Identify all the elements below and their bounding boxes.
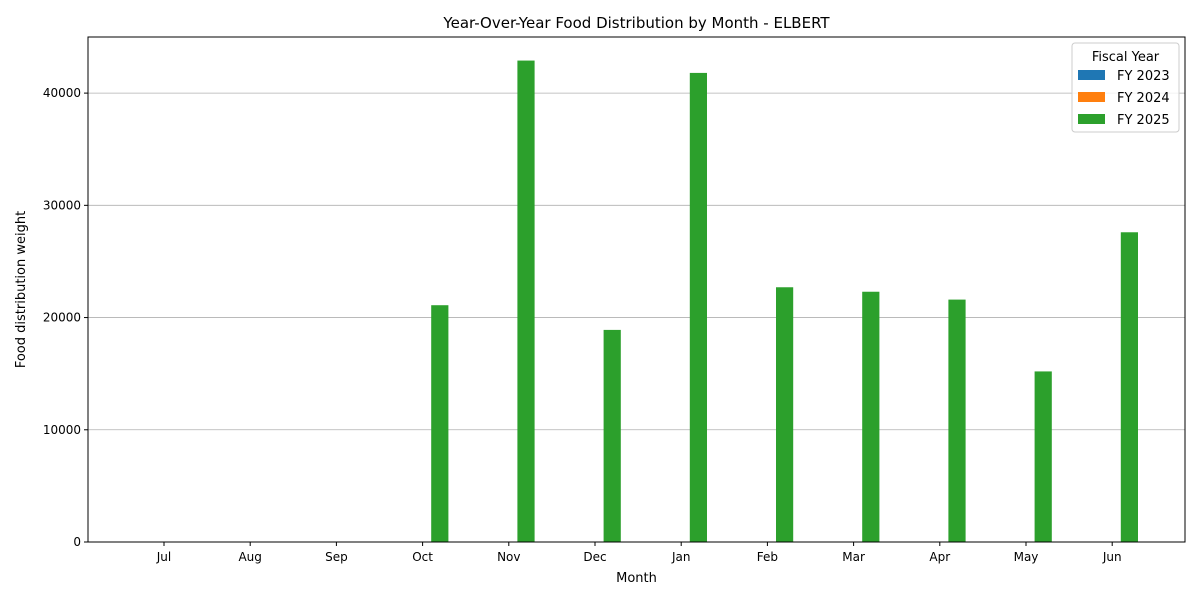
y-tick-label: 40000 [43,86,81,100]
legend-entry: FY 2024 [1117,91,1170,106]
grid-lines [88,92,1185,431]
x-tick-label: Feb [757,550,778,564]
x-tick-label: Oct [412,550,433,564]
bars [431,60,1138,543]
legend-entry: FY 2025 [1117,113,1170,128]
legend-entry: FY 2023 [1117,69,1170,84]
x-tick-label: Nov [497,550,520,564]
x-tick-label: Jun [1102,550,1122,564]
bar-fy-2025-jan [689,72,707,543]
y-tick-label: 10000 [43,423,81,437]
legend: Fiscal Year FY 2023 FY 2024 FY 2025 [1071,42,1180,133]
x-tick-label: Apr [929,550,950,564]
plot-frame [87,36,1186,543]
legend-box [1071,42,1180,133]
x-tick-label: May [1014,550,1039,564]
y-tick-label: 0 [73,535,81,549]
bar-fy-2025-feb [776,287,794,542]
y-tick-label: 20000 [43,311,81,325]
axis-ticks: 0 10000 20000 30000 40000 Jul Aug Sep Oct Nov Dec J… [43,86,1122,564]
bar-fy-2025-nov [517,60,535,543]
legend-swatch [1078,114,1105,124]
x-tick-label: Sep [325,550,348,564]
y-tick-label: 30000 [43,198,81,212]
bar-fy-2025-may [1034,371,1052,542]
legend-swatch [1078,70,1105,80]
x-tick-label: Mar [842,550,865,564]
bar-fy-2025-mar [862,291,880,542]
x-tick-label: Aug [238,550,261,564]
bar-fy-2025-oct [431,305,449,542]
bar-fy-2025-jun [1120,232,1138,542]
bar-fy-2025-dec [603,329,621,542]
x-axis-label: Month [616,571,657,586]
y-axis-label: Food distribution weight [14,211,29,368]
x-tick-label: Jan [671,550,691,564]
x-tick-label: Jul [156,550,171,564]
bar-fy-2025-apr [948,299,966,542]
legend-title: Fiscal Year [1092,50,1160,65]
chart-title: Year-Over-Year Food Distribution by Mont… [442,14,830,32]
x-tick-label: Dec [583,550,606,564]
legend-swatch [1078,92,1105,102]
